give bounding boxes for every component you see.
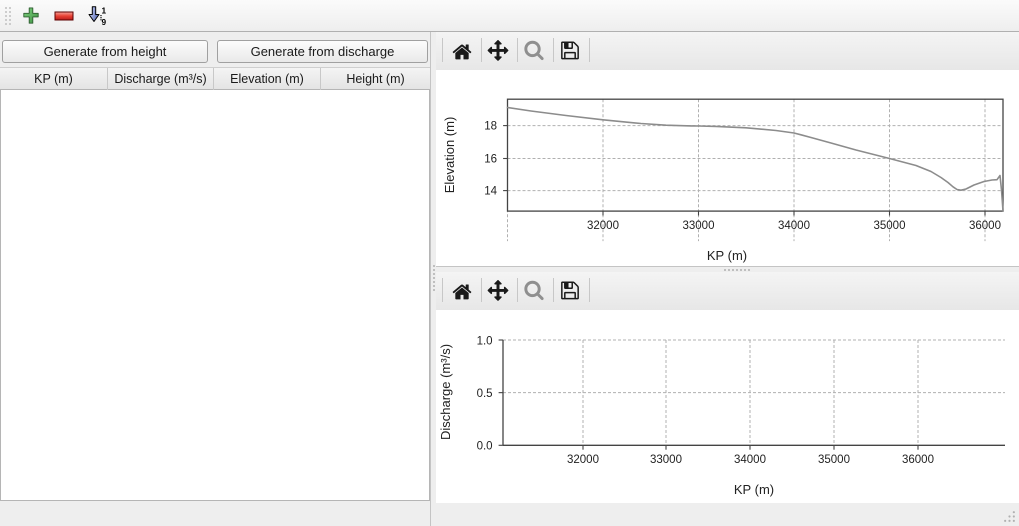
svg-text:Elevation (m): Elevation (m): [442, 117, 457, 194]
svg-text:0.5: 0.5: [477, 388, 493, 400]
svg-text:35000: 35000: [818, 454, 850, 466]
svg-text:33000: 33000: [650, 454, 682, 466]
svg-text:34000: 34000: [734, 454, 766, 466]
svg-text:18: 18: [484, 121, 497, 133]
svg-text:0.0: 0.0: [477, 441, 493, 453]
svg-text:34000: 34000: [778, 220, 810, 232]
svg-text:14: 14: [484, 186, 497, 198]
svg-text:Discharge (m³/s): Discharge (m³/s): [438, 344, 453, 440]
svg-text:1: 1: [102, 6, 107, 15]
svg-text:35000: 35000: [874, 220, 906, 232]
svg-text:36000: 36000: [902, 454, 934, 466]
svg-text:36000: 36000: [969, 220, 1001, 232]
svg-text:KP (m): KP (m): [734, 482, 774, 497]
svg-text:32000: 32000: [587, 220, 619, 232]
svg-text:32000: 32000: [567, 454, 599, 466]
svg-text:KP (m): KP (m): [707, 248, 747, 263]
svg-text:33000: 33000: [683, 220, 715, 232]
svg-text:9: 9: [102, 17, 107, 26]
svg-text:1.0: 1.0: [477, 335, 493, 347]
svg-text:16: 16: [484, 153, 497, 165]
